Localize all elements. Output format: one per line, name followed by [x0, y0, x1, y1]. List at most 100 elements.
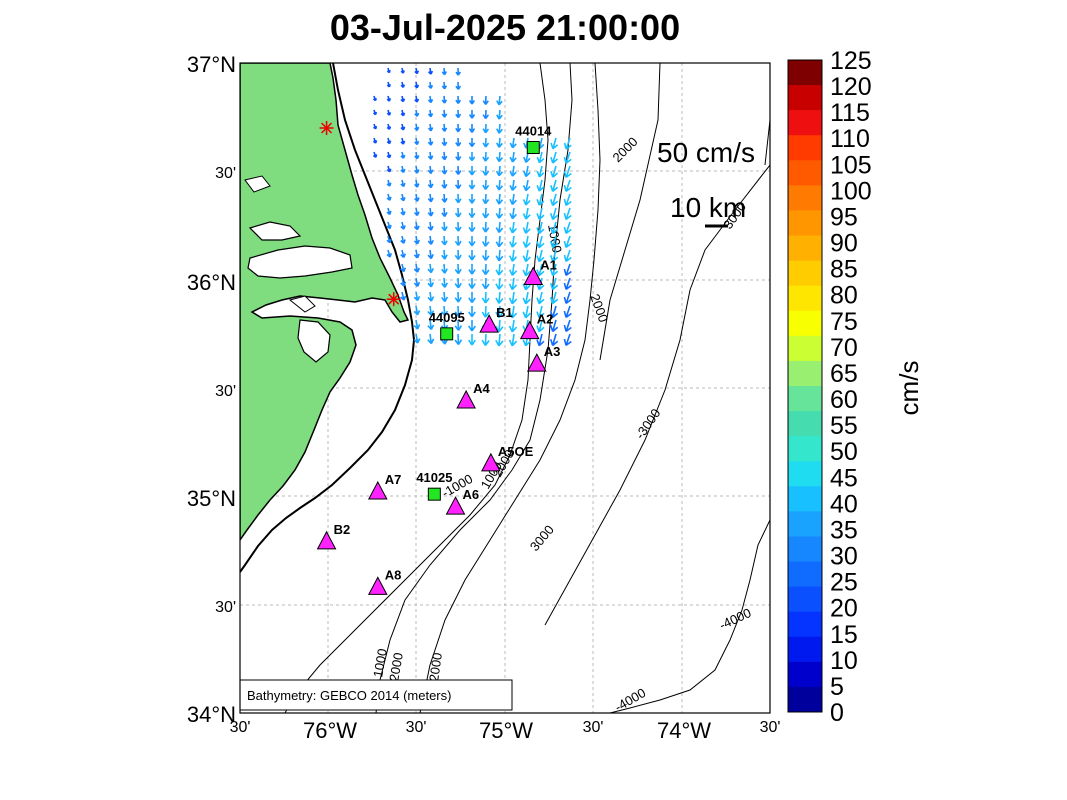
current-arrow: [481, 277, 490, 290]
colorbar-tick-label: 55: [830, 412, 858, 440]
colorbar-swatch: [788, 260, 822, 287]
current-arrow: [495, 137, 503, 148]
mooring-marker[interactable]: [445, 496, 466, 515]
colorbar-swatch: [788, 210, 822, 237]
mooring-marker[interactable]: [456, 389, 476, 409]
current-arrow: [563, 137, 572, 150]
current-arrow: [413, 263, 421, 273]
current-arrow: [563, 319, 572, 333]
mooring-label: A6: [463, 487, 480, 502]
current-arrow: [522, 193, 531, 206]
current-arrow: [386, 109, 392, 116]
current-arrow: [496, 95, 503, 106]
current-arrow: [373, 123, 378, 130]
mooring-label: A7: [385, 472, 402, 487]
map-title: 03-Jul-2025 21:00:00: [330, 7, 680, 48]
current-arrow: [413, 319, 421, 330]
current-arrow: [482, 95, 489, 105]
current-arrow: [386, 165, 392, 173]
current-arrow: [495, 165, 504, 177]
lat-tick-label: 30': [215, 599, 236, 616]
mooring-marker[interactable]: [523, 266, 544, 285]
current-arrow: [495, 221, 504, 234]
current-arrow: [550, 179, 559, 193]
colorbar-tick-label: 15: [830, 621, 858, 649]
current-arrow: [495, 207, 504, 219]
colorbar-tick-label: 100: [830, 177, 872, 205]
current-arrow: [440, 291, 449, 303]
mooring-label: A5OE: [498, 444, 534, 459]
buoy-marker[interactable]: [440, 327, 454, 341]
current-arrow: [400, 81, 406, 88]
current-arrow: [549, 305, 559, 319]
current-arrow: [413, 305, 421, 316]
station-markers: 44014 44095 41025 A1 B1 A2 A3 A4 A5OE A7 A6 B2 A8: [316, 121, 560, 595]
current-arrow: [481, 249, 490, 261]
lat-tick-label: 36°N: [187, 270, 236, 295]
current-arrow: [441, 137, 448, 147]
mooring-marker[interactable]: [481, 452, 501, 472]
current-arrow: [508, 277, 518, 291]
current-arrow: [468, 306, 476, 318]
current-arrow: [468, 152, 476, 162]
colorbar-tick-label: 115: [830, 99, 870, 127]
current-arrow: [536, 305, 545, 319]
current-arrow: [400, 137, 406, 145]
buoy-marker[interactable]: [526, 141, 540, 154]
current-arrow: [509, 235, 517, 248]
colorbar-frame: [787, 59, 823, 713]
mooring-marker[interactable]: [316, 530, 337, 550]
current-arrow: [536, 291, 545, 305]
buoy-marker[interactable]: [427, 487, 441, 501]
colorbar-tick-label: 40: [830, 490, 858, 518]
current-arrow: [536, 249, 545, 263]
current-arrow: [482, 151, 490, 162]
current-arrow: [536, 179, 545, 192]
colorbar-swatch: [788, 110, 822, 136]
colorbar-swatch: [788, 461, 822, 487]
current-arrow: [372, 95, 377, 102]
colorbar-swatch: [788, 185, 822, 211]
colorbar-tick-label: 30: [830, 543, 858, 571]
current-arrow: [441, 151, 448, 161]
mooring-marker[interactable]: [479, 314, 499, 333]
current-arrow: [414, 95, 420, 103]
current-arrow: [454, 235, 462, 246]
current-arrow: [414, 179, 420, 188]
current-arrow: [509, 179, 517, 191]
mooring-label: B1: [496, 305, 513, 320]
current-arrow: [481, 263, 490, 276]
mooring-marker[interactable]: [526, 353, 547, 372]
current-arrow: [400, 123, 406, 131]
contour-label: 1000: [370, 647, 390, 678]
current-arrow: [455, 151, 462, 161]
current-arrow: [441, 95, 448, 104]
current-arrow: [400, 67, 405, 74]
current-arrow: [441, 235, 448, 246]
colorbar-swatch: [788, 661, 822, 688]
colorbar-swatch: [788, 586, 822, 613]
current-arrow: [508, 263, 518, 276]
mooring-marker[interactable]: [519, 320, 540, 340]
current-arrow: [386, 151, 392, 159]
current-arrow: [386, 193, 392, 201]
current-arrow: [441, 165, 448, 175]
colorbar-tick-label: 5: [830, 673, 844, 701]
mooring-marker[interactable]: [367, 480, 388, 500]
lon-tick-label: 74°W: [657, 718, 711, 743]
current-arrow: [372, 137, 378, 144]
current-arrow: [536, 235, 545, 249]
current-arrow: [563, 263, 572, 277]
current-arrow: [427, 123, 434, 132]
current-arrow: [413, 277, 421, 287]
mooring-marker[interactable]: [367, 576, 388, 595]
current-arrow: [441, 109, 448, 118]
colorbar-tick-label: 0: [830, 699, 844, 727]
current-vector-field: [372, 67, 572, 347]
lon-tick-label: 75°W: [479, 718, 533, 743]
colorbar-tick-label: 35: [830, 516, 858, 544]
current-arrow: [468, 110, 476, 119]
current-arrow: [427, 263, 435, 274]
lon-tick-label: 30': [760, 719, 781, 736]
current-arrow: [468, 334, 476, 346]
